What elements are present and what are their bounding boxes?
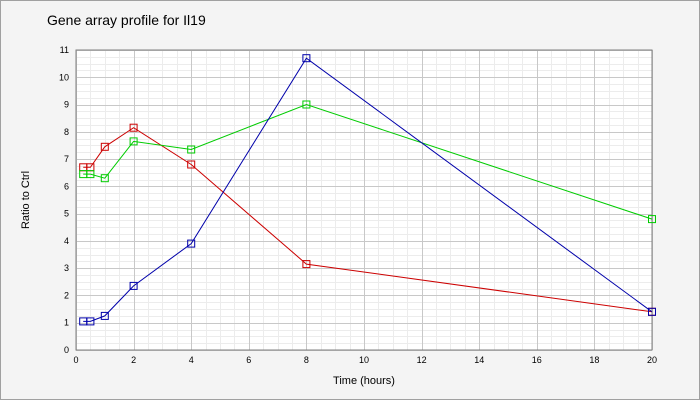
x-tick-label: 6 [246,355,251,365]
series-2 [79,100,656,224]
x-tick-label: 12 [417,355,427,365]
series-group [79,54,656,326]
y-tick-label: 8 [64,127,69,137]
data-point-marker [129,137,138,146]
y-tick-label: 9 [64,100,69,110]
grid-lines [76,50,653,351]
x-tick-label: 18 [589,355,599,365]
data-point-marker [100,174,109,183]
y-tick-label: 0 [64,345,69,355]
y-tick-label: 11 [60,45,69,55]
y-tick-label: 5 [64,209,69,219]
data-point-marker [302,54,311,63]
series-line [83,127,653,313]
data-point-marker [100,142,109,151]
y-tick-label: 3 [64,263,69,273]
data-point-marker [302,260,311,269]
y-tick-label: 2 [64,290,69,300]
data-point-marker [86,317,95,326]
data-point-marker [648,307,656,316]
data-point-marker [187,239,196,248]
x-tick-label: 8 [304,355,309,365]
x-axis-label: Time (hours) [333,375,395,387]
x-tick-label: 2 [131,355,136,365]
data-point-marker [129,123,138,132]
data-point-marker [100,311,109,320]
y-tick-label: 1 [64,318,69,328]
y-axis-label: Ratio to Ctrl [20,171,32,229]
chart-title: Gene array profile for Il19 [47,12,206,28]
data-point-marker [302,100,311,109]
y-tick-label: 4 [64,236,69,246]
x-tick-label: 10 [359,355,369,365]
series-line [83,57,653,322]
data-point-marker [187,145,196,154]
data-point-marker [129,281,138,290]
data-point-marker [648,215,656,224]
x-tick-label: 14 [474,355,484,365]
data-point-marker [187,160,196,169]
x-tick-label: 20 [647,355,657,365]
y-tick-label: 7 [64,154,69,164]
x-tick-label: 16 [532,355,542,365]
series-3 [79,54,656,326]
data-point-marker [86,170,95,179]
series-line [83,103,653,220]
x-tick-label: 0 [73,355,78,365]
x-tick-label: 4 [189,355,194,365]
y-tick-label: 10 [59,72,69,82]
plot-area [75,49,653,351]
y-tick-label: 6 [64,181,69,191]
